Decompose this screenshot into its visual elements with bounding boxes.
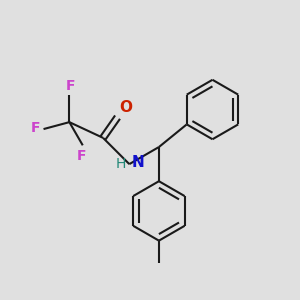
Text: F: F	[31, 121, 40, 135]
Text: H: H	[116, 157, 126, 171]
Text: F: F	[66, 79, 76, 93]
Text: F: F	[76, 149, 86, 163]
Text: N: N	[131, 155, 144, 170]
Text: O: O	[120, 100, 133, 115]
